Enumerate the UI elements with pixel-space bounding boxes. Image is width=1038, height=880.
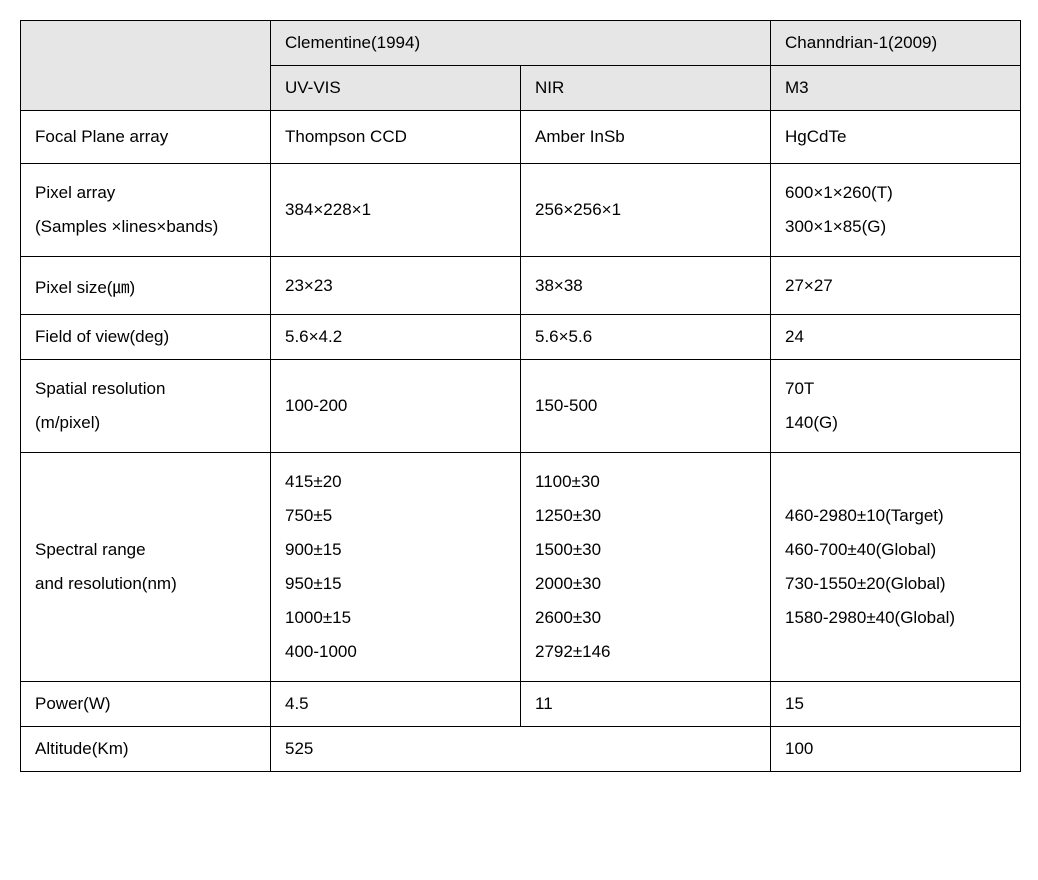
label-spectral-l2: and resolution(nm) [35,574,177,593]
pixel-size-nir: 38×38 [521,257,771,315]
header-empty [21,21,271,111]
power-nir: 11 [521,682,771,727]
spectral-m3-l3: 730-1550±20(Global) [785,574,946,593]
altitude-clementine: 525 [271,727,771,772]
label-pixel-array-l2: (Samples ×lines×bands) [35,217,218,236]
spectral-nir-l2: 1250±30 [535,506,601,525]
spatial-res-nir: 150-500 [521,360,771,453]
row-fov: Field of view(deg) 5.6×4.2 5.6×5.6 24 [21,315,1021,360]
label-pixel-array-l1: Pixel array [35,183,115,202]
focal-plane-m3: HgCdTe [771,111,1021,164]
fov-uvvis: 5.6×4.2 [271,315,521,360]
pixel-array-uvvis: 384×228×1 [271,164,521,257]
spectral-m3-l2: 460-700±40(Global) [785,540,936,559]
spectral-uvvis-l5: 1000±15 [285,608,351,627]
label-spectral: Spectral range and resolution(nm) [21,453,271,682]
focal-plane-uvvis: Thompson CCD [271,111,521,164]
spatial-res-m3-l2: 140(G) [785,413,838,432]
spectral-nir-l5: 2600±30 [535,608,601,627]
spectral-uvvis-l3: 900±15 [285,540,342,559]
altitude-m3: 100 [771,727,1021,772]
fov-m3: 24 [771,315,1021,360]
header-row-1: Clementine(1994) Channdrian-1(2009) [21,21,1021,66]
row-spectral: Spectral range and resolution(nm) 415±20… [21,453,1021,682]
fov-nir: 5.6×5.6 [521,315,771,360]
row-pixel-size: Pixel size(㎛) 23×23 38×38 27×27 [21,257,1021,315]
header-m3: M3 [771,66,1021,111]
label-pixel-size: Pixel size(㎛) [21,257,271,315]
row-focal-plane: Focal Plane array Thompson CCD Amber InS… [21,111,1021,164]
label-spectral-l1: Spectral range [35,540,146,559]
row-power: Power(W) 4.5 11 15 [21,682,1021,727]
label-fov: Field of view(deg) [21,315,271,360]
pixel-array-m3-l1: 600×1×260(T) [785,183,893,202]
spectral-nir-l6: 2792±146 [535,642,611,661]
header-nir: NIR [521,66,771,111]
spectral-uvvis-l4: 950±15 [285,574,342,593]
pixel-size-uvvis: 23×23 [271,257,521,315]
spatial-res-m3-l1: 70T [785,379,814,398]
label-focal-plane: Focal Plane array [21,111,271,164]
pixel-array-m3-l2: 300×1×85(G) [785,217,886,236]
focal-plane-nir: Amber InSb [521,111,771,164]
spectral-nir-l3: 1500±30 [535,540,601,559]
spectral-uvvis-l1: 415±20 [285,472,342,491]
spectral-uvvis: 415±20 750±5 900±15 950±15 1000±15 400-1… [271,453,521,682]
power-m3: 15 [771,682,1021,727]
header-mission-chandrayaan: Channdrian-1(2009) [771,21,1021,66]
row-pixel-array: Pixel array (Samples ×lines×bands) 384×2… [21,164,1021,257]
label-altitude: Altitude(Km) [21,727,271,772]
label-pixel-array: Pixel array (Samples ×lines×bands) [21,164,271,257]
spectral-nir: 1100±30 1250±30 1500±30 2000±30 2600±30 … [521,453,771,682]
header-uvvis: UV-VIS [271,66,521,111]
spec-table: Clementine(1994) Channdrian-1(2009) UV-V… [20,20,1021,772]
spectral-nir-l4: 2000±30 [535,574,601,593]
row-altitude: Altitude(Km) 525 100 [21,727,1021,772]
spectral-uvvis-l2: 750±5 [285,506,332,525]
label-power: Power(W) [21,682,271,727]
pixel-array-nir: 256×256×1 [521,164,771,257]
pixel-array-m3: 600×1×260(T) 300×1×85(G) [771,164,1021,257]
spectral-m3: 460-2980±10(Target) 460-700±40(Global) 7… [771,453,1021,682]
pixel-size-m3: 27×27 [771,257,1021,315]
power-uvvis: 4.5 [271,682,521,727]
header-mission-clementine: Clementine(1994) [271,21,771,66]
label-spatial-res: Spatial resolution (m/pixel) [21,360,271,453]
label-spatial-res-l2: (m/pixel) [35,413,100,432]
row-spatial-res: Spatial resolution (m/pixel) 100-200 150… [21,360,1021,453]
spatial-res-m3: 70T 140(G) [771,360,1021,453]
spectral-m3-l4: 1580-2980±40(Global) [785,608,955,627]
spectral-nir-l1: 1100±30 [535,472,600,491]
spectral-uvvis-l6: 400-1000 [285,642,357,661]
spatial-res-uvvis: 100-200 [271,360,521,453]
label-spatial-res-l1: Spatial resolution [35,379,165,398]
spectral-m3-l1: 460-2980±10(Target) [785,506,944,525]
